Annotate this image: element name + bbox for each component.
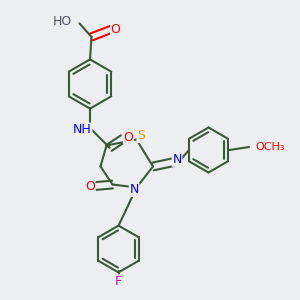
Text: HO: HO (53, 15, 72, 28)
Text: N: N (129, 183, 139, 196)
Text: F: F (115, 275, 122, 288)
Text: O: O (111, 23, 120, 36)
Text: O: O (85, 179, 95, 193)
Text: N: N (172, 153, 182, 166)
Text: OCH₃: OCH₃ (256, 142, 285, 152)
Text: NH: NH (73, 123, 92, 136)
Text: S: S (137, 129, 145, 142)
Text: O: O (124, 130, 133, 144)
